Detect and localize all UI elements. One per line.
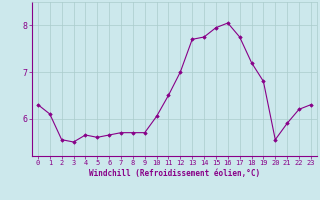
X-axis label: Windchill (Refroidissement éolien,°C): Windchill (Refroidissement éolien,°C) — [89, 169, 260, 178]
